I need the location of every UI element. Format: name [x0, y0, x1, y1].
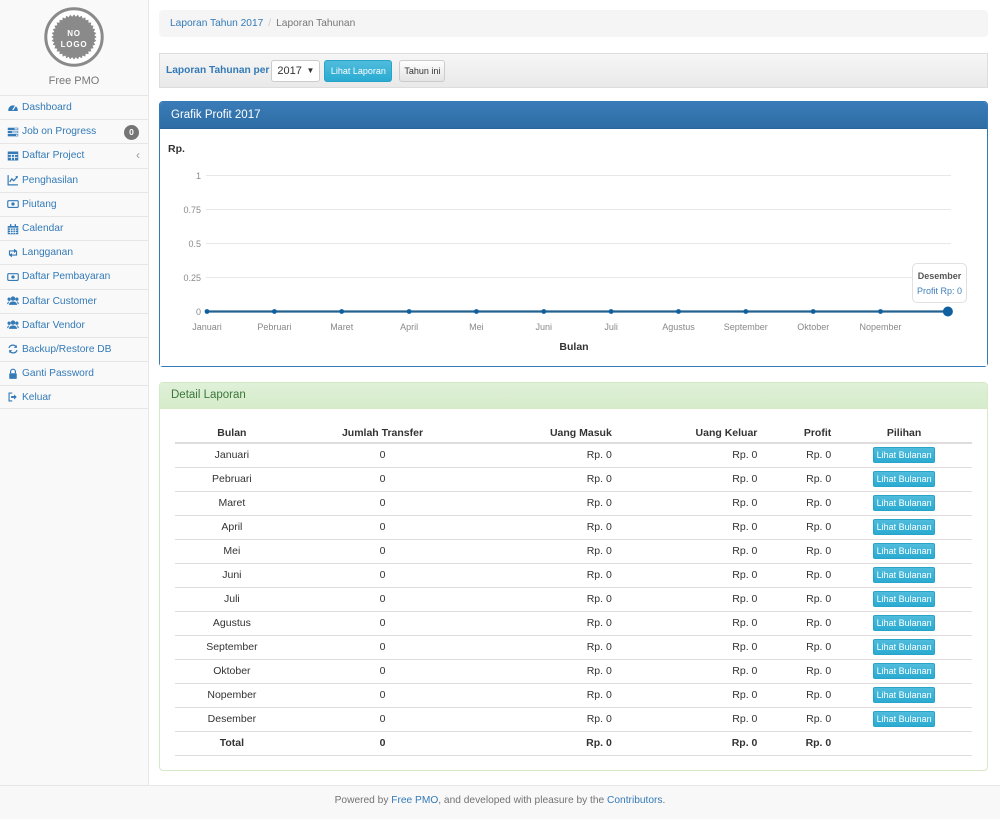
svg-text:LOGO: LOGO	[61, 40, 88, 49]
svg-text:0: 0	[196, 307, 201, 317]
svg-text:Januari: Januari	[192, 322, 222, 332]
svg-text:NO: NO	[67, 29, 81, 38]
svg-text:April: April	[400, 322, 418, 332]
svg-text:Nopember: Nopember	[859, 322, 901, 332]
svg-text:Oktober: Oktober	[797, 322, 829, 332]
svg-text:1: 1	[196, 171, 201, 181]
svg-text:0.75: 0.75	[183, 205, 201, 215]
svg-text:Bulan: Bulan	[559, 341, 588, 353]
svg-text:Juni: Juni	[536, 322, 553, 332]
svg-text:Agustus: Agustus	[662, 322, 695, 332]
svg-text:Maret: Maret	[330, 322, 354, 332]
svg-text:0.5: 0.5	[188, 239, 201, 249]
svg-text:Mei: Mei	[469, 322, 484, 332]
svg-text:0.25: 0.25	[183, 273, 201, 283]
svg-text:September: September	[724, 322, 768, 332]
svg-text:Juli: Juli	[604, 322, 618, 332]
svg-text:Pebruari: Pebruari	[257, 322, 291, 332]
